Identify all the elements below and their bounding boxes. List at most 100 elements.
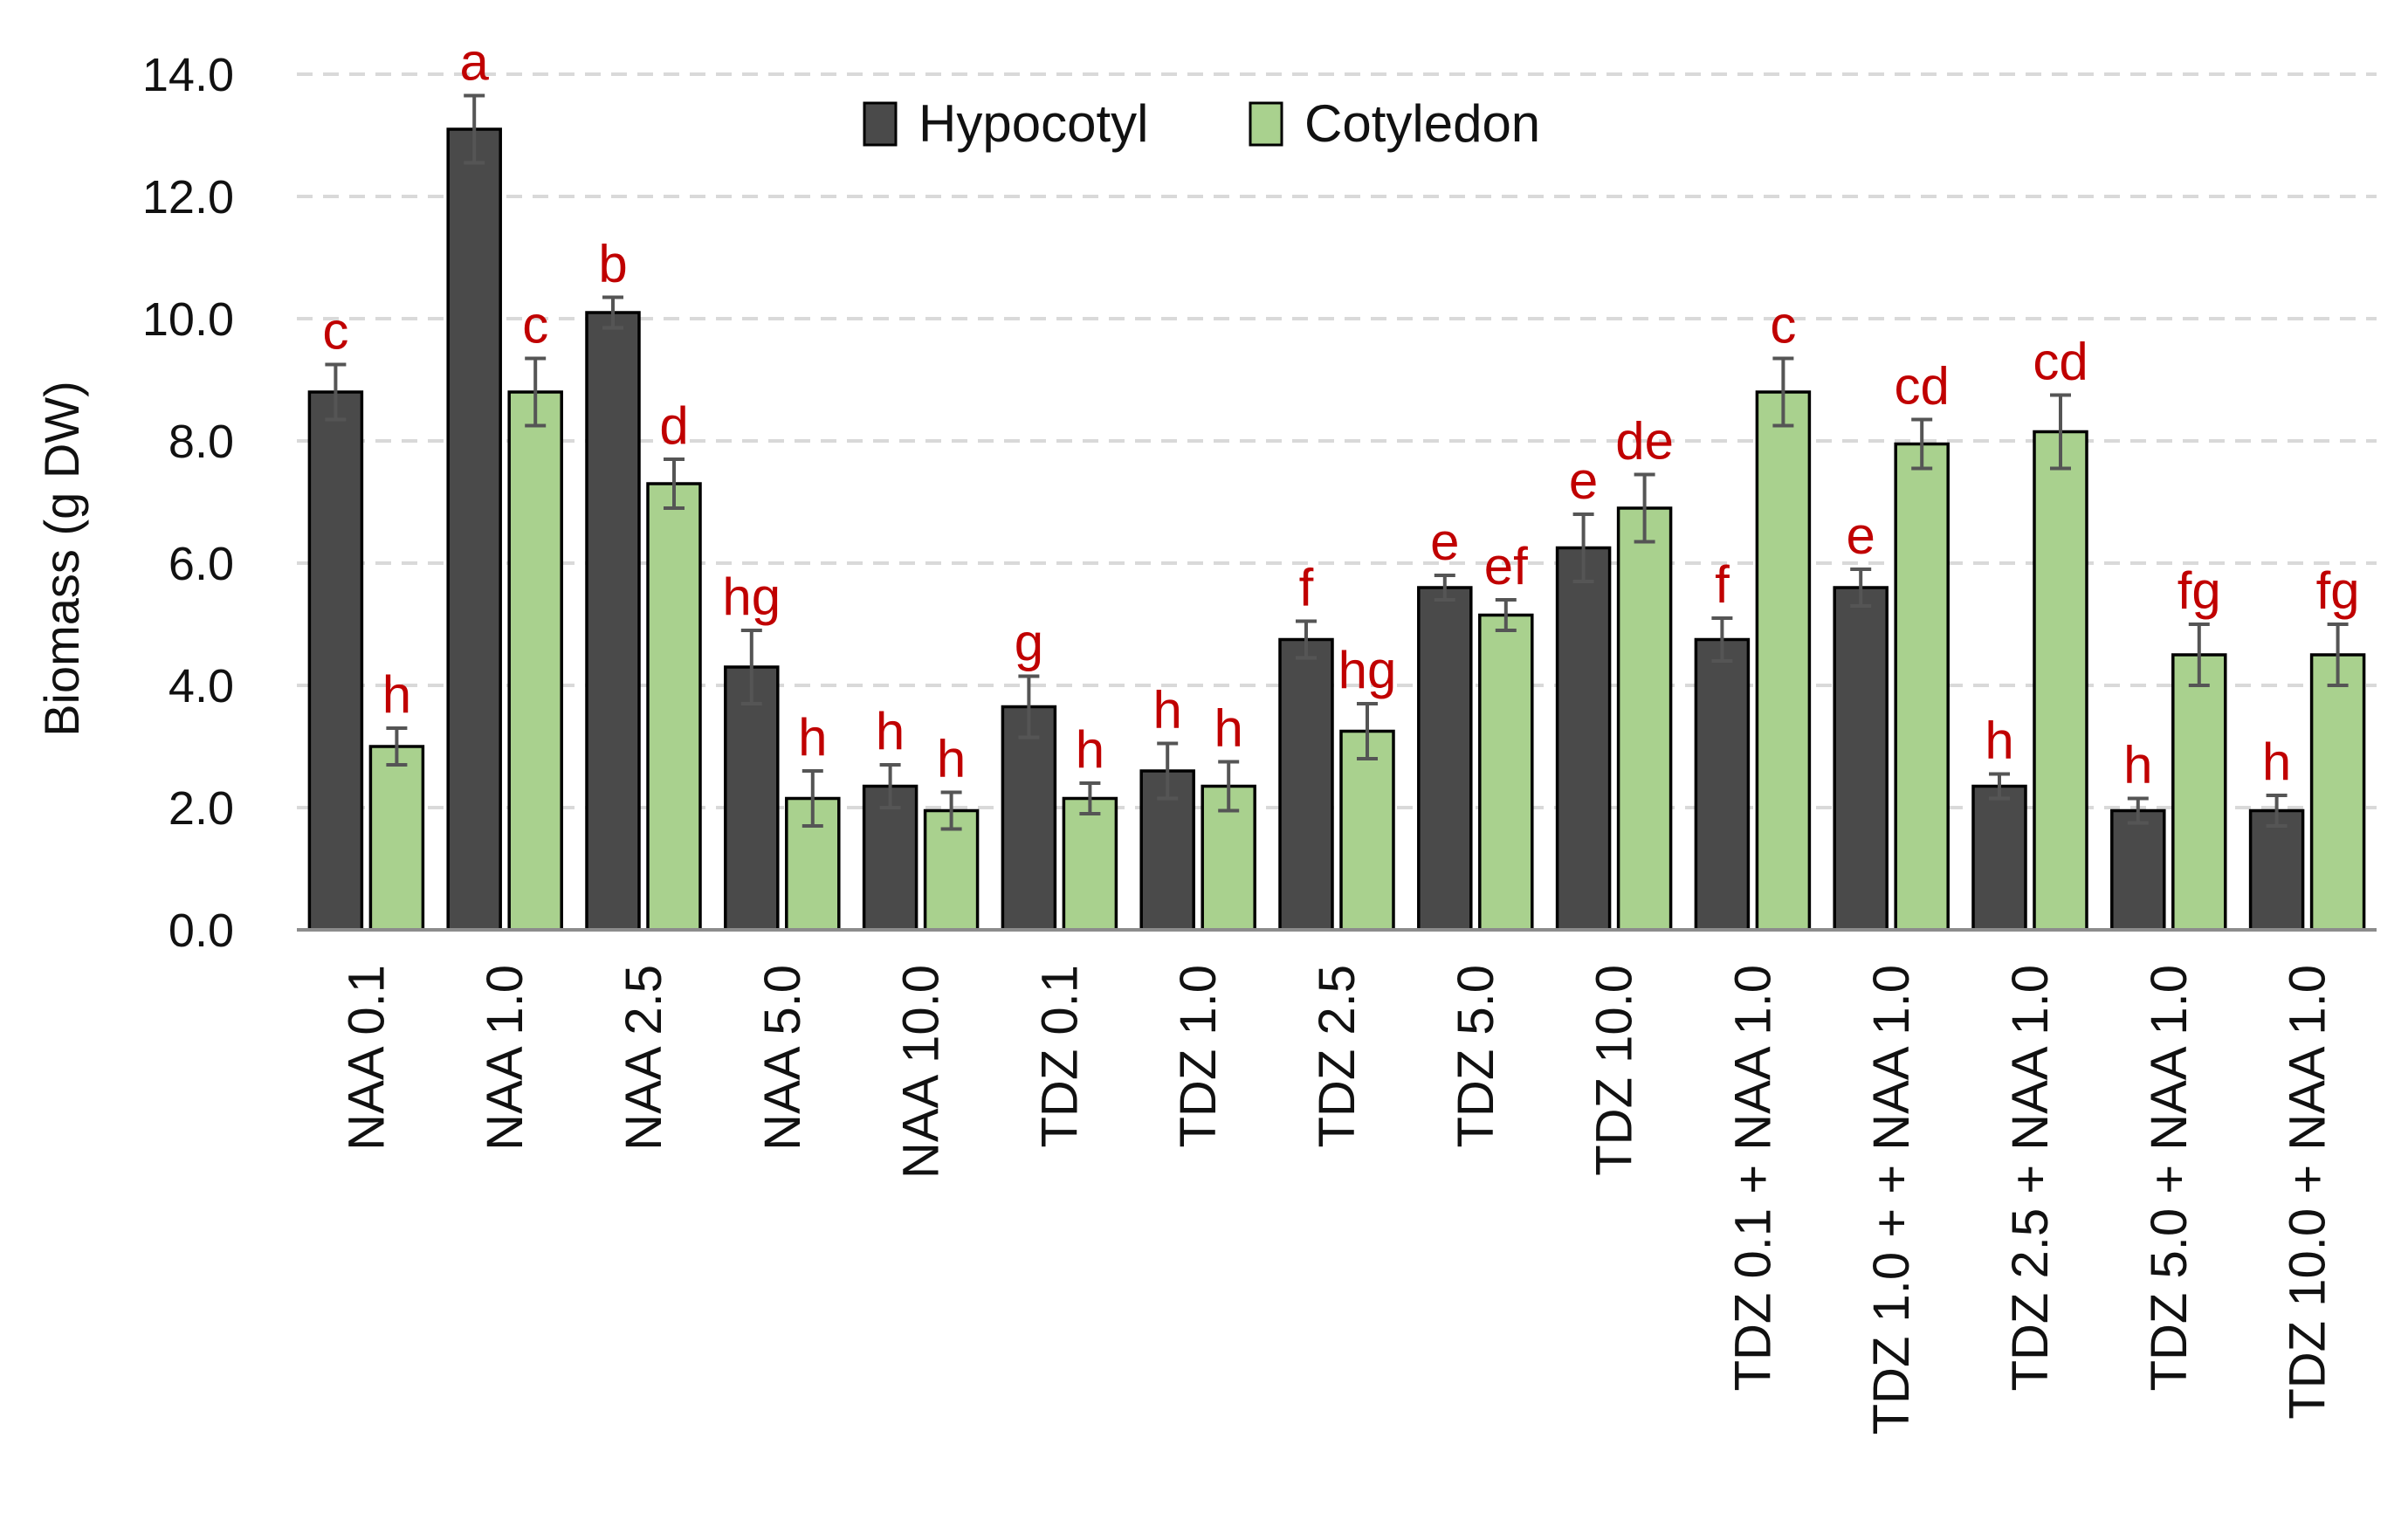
- significance-label-hypocotyl: g: [1015, 614, 1043, 672]
- bar-hypocotyl: [1001, 705, 1057, 932]
- bar-cotyledon: [1616, 506, 1673, 932]
- error-bar-hypocotyl: [464, 93, 485, 165]
- significance-label-hypocotyl: h: [2262, 733, 2291, 791]
- error-bar-hypocotyl: [602, 295, 623, 330]
- error-bar-cotyledon: [2050, 393, 2071, 471]
- bar-cotyledon: [368, 745, 425, 932]
- bar-cotyledon: [2309, 653, 2366, 932]
- significance-label-cotyledon: fg: [2316, 561, 2360, 620]
- x-category-label: TDZ 0.1: [1031, 965, 1088, 1148]
- error-bar-cotyledon: [386, 726, 408, 767]
- bar-cotyledon: [1339, 729, 1395, 932]
- y-tick-label: 4.0: [169, 660, 234, 712]
- x-category-label: TDZ 1.0: [1170, 965, 1227, 1148]
- bar-hypocotyl: [2248, 808, 2305, 932]
- significance-label-hypocotyl: hg: [722, 568, 781, 626]
- error-bar-cotyledon: [2188, 623, 2210, 687]
- x-category-label: TDZ 0.1 + NAA 1.0: [1724, 965, 1781, 1391]
- significance-label-cotyledon: h: [1214, 699, 1243, 758]
- significance-label-hypocotyl: h: [2123, 736, 2152, 795]
- bar-cotyledon: [646, 482, 702, 932]
- bar-cotyledon: [1755, 390, 1812, 932]
- significance-label-hypocotyl: c: [322, 302, 348, 361]
- significance-label-cotyledon: c: [1770, 296, 1796, 354]
- error-bar-cotyledon: [1357, 702, 1378, 760]
- error-bar-hypocotyl: [1296, 619, 1317, 660]
- bar-cotyledon: [2171, 653, 2227, 932]
- bar-hypocotyl: [1833, 586, 1889, 932]
- bar-hypocotyl: [1278, 637, 1334, 932]
- significance-label-cotyledon: d: [659, 396, 688, 455]
- x-category-label: TDZ 10.0 + NAA 1.0: [2280, 965, 2336, 1420]
- error-bar-cotyledon: [1634, 472, 1655, 544]
- y-tick-label: 8.0: [169, 416, 234, 468]
- significance-label-cotyledon: h: [798, 708, 827, 767]
- error-bar-hypocotyl: [1018, 674, 1040, 739]
- significance-label-cotyledon: hg: [1338, 641, 1397, 699]
- error-bar-cotyledon: [1772, 356, 1794, 428]
- bar-cotyledon: [1062, 796, 1118, 932]
- y-tick-labels: 0.0 2.0 4.0 6.0 8.0 10.0 12.0 14.0: [142, 49, 234, 957]
- error-bar-hypocotyl: [1711, 616, 1733, 663]
- x-category-labels: NAA 0.1 NAA 1.0 NAA 2.5 NAA 5.0 NAA 10.0 TDZ …: [338, 965, 2336, 1434]
- significance-label-cotyledon: h: [1076, 720, 1104, 779]
- bar-cotyledon: [1478, 613, 1534, 932]
- error-bar-hypocotyl: [1850, 568, 1872, 608]
- significance-label-cotyledon: ef: [1484, 537, 1528, 595]
- bar-hypocotyl: [307, 390, 364, 932]
- bar-hypocotyl: [1694, 637, 1751, 932]
- significance-label-cotyledon: cd: [2033, 333, 2088, 391]
- x-category-label: NAA 1.0: [477, 965, 533, 1151]
- error-bar-cotyledon: [1495, 598, 1517, 632]
- significance-label-hypocotyl: f: [1715, 555, 1730, 614]
- bar-hypocotyl: [1971, 784, 2027, 932]
- gridlines: [297, 72, 2377, 809]
- y-tick-label: 6.0: [169, 538, 234, 590]
- significance-label-cotyledon: fg: [2178, 561, 2221, 620]
- error-bar-hypocotyl: [1572, 512, 1594, 583]
- legend-label-hypocotyl: Hypocotyl: [918, 94, 1148, 153]
- error-bar-cotyledon: [664, 457, 685, 510]
- significance-label-hypocotyl: a: [460, 33, 490, 92]
- y-tick-label: 14.0: [142, 49, 234, 101]
- y-axis-label: Biomass (g DW): [34, 381, 89, 737]
- x-category-label: TDZ 5.0: [1448, 965, 1504, 1148]
- significance-label-hypocotyl: e: [1430, 512, 1459, 571]
- error-bar-hypocotyl: [2266, 794, 2288, 828]
- error-bar-cotyledon: [1218, 760, 1240, 813]
- error-bar-cotyledon: [802, 769, 823, 828]
- bar-hypocotyl: [446, 127, 502, 932]
- significance-label-cotyledon: c: [522, 296, 548, 354]
- x-category-label: NAA 10.0: [893, 965, 950, 1179]
- significance-label-hypocotyl: e: [1569, 451, 1598, 510]
- legend-swatch-cotyledon: [1249, 101, 1283, 147]
- legend-label-cotyledon: Cotyledon: [1304, 94, 1540, 153]
- bar-cotyledon: [507, 390, 563, 932]
- x-category-label: TDZ 2.5 + NAA 1.0: [2002, 965, 2059, 1391]
- x-category-label: TDZ 2.5: [1309, 965, 1366, 1148]
- y-tick-label: 10.0: [142, 293, 234, 346]
- y-tick-label: 12.0: [142, 171, 234, 224]
- error-bar-cotyledon: [2327, 623, 2349, 687]
- bar-cotyledon: [2033, 430, 2088, 932]
- x-category-label: TDZ 5.0 + NAA 1.0: [2141, 965, 2198, 1391]
- significance-label-cotyledon: h: [382, 665, 411, 724]
- bar-hypocotyl: [2110, 808, 2166, 932]
- bar-hypocotyl: [724, 665, 780, 932]
- error-bar-cotyledon: [1079, 781, 1101, 815]
- x-category-label: NAA 2.5: [616, 965, 672, 1151]
- significance-label-hypocotyl: h: [1153, 681, 1182, 739]
- error-bars: [325, 93, 2349, 831]
- error-bar-hypocotyl: [1434, 574, 1455, 602]
- error-bar-hypocotyl: [1989, 772, 2010, 801]
- bar-hypocotyl: [1417, 586, 1473, 932]
- significance-label-cotyledon: h: [937, 730, 966, 788]
- significance-label-cotyledon: de: [1615, 412, 1674, 471]
- error-bar-hypocotyl: [2127, 796, 2149, 825]
- significance-label-hypocotyl: b: [598, 235, 627, 293]
- bar-hypocotyl: [1555, 546, 1612, 932]
- significance-label-cotyledon: cd: [1895, 357, 1950, 416]
